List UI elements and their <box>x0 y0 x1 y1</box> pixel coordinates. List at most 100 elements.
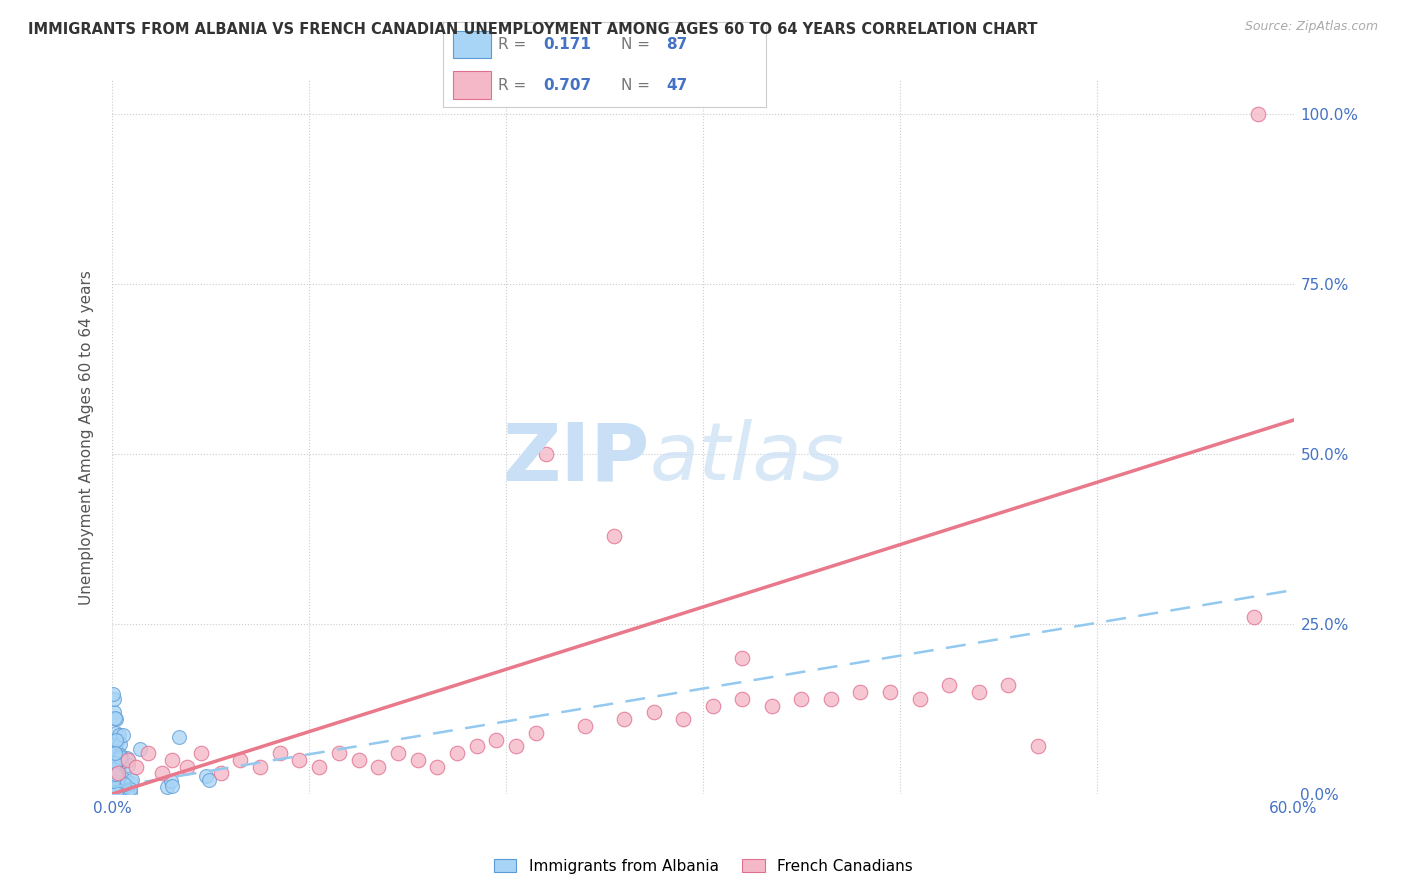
Point <box>702 698 724 713</box>
Point <box>103 778 125 792</box>
Point <box>328 746 350 760</box>
Point <box>108 760 131 774</box>
Point <box>197 772 219 787</box>
Point <box>105 770 128 784</box>
Text: atlas: atlas <box>650 419 845 498</box>
Point <box>104 769 127 783</box>
Point <box>446 746 468 760</box>
Point <box>103 687 125 701</box>
Point <box>104 747 127 761</box>
Point <box>103 775 125 789</box>
Point <box>115 751 138 765</box>
Point <box>105 785 128 799</box>
Point <box>101 780 124 794</box>
Point <box>105 773 128 788</box>
Point <box>505 739 527 754</box>
Point <box>129 741 152 756</box>
Point <box>111 782 134 797</box>
Point <box>105 733 128 747</box>
Point <box>110 747 132 762</box>
Point <box>105 768 128 782</box>
Point <box>107 780 129 794</box>
Point <box>103 763 125 777</box>
Point <box>105 725 128 739</box>
Point <box>103 691 125 706</box>
Point <box>104 711 127 725</box>
Point <box>103 706 125 720</box>
Point <box>176 760 198 774</box>
Point <box>115 784 138 798</box>
Point <box>209 766 232 780</box>
Point <box>104 782 127 797</box>
Point <box>731 691 754 706</box>
Point <box>104 782 127 797</box>
Point <box>101 780 124 795</box>
Text: ZIP: ZIP <box>502 419 650 498</box>
Point <box>107 757 129 772</box>
Point <box>120 775 142 789</box>
Point <box>105 783 128 797</box>
Point <box>160 773 183 788</box>
Point <box>849 685 872 699</box>
Point <box>107 786 129 800</box>
Point <box>308 760 330 774</box>
Point <box>105 764 128 779</box>
Point <box>406 753 429 767</box>
Point <box>104 783 127 797</box>
Point <box>156 780 179 794</box>
Point <box>101 786 124 800</box>
Point <box>103 775 125 789</box>
Point <box>115 773 138 788</box>
Point <box>997 678 1019 692</box>
Point <box>485 732 508 747</box>
Point <box>367 760 389 774</box>
Point <box>101 785 124 799</box>
Point <box>150 766 173 780</box>
Point <box>938 678 960 692</box>
Point <box>603 528 626 542</box>
Point <box>105 768 128 782</box>
Point <box>879 685 901 699</box>
Point <box>967 685 990 699</box>
Point <box>524 725 547 739</box>
Point <box>104 782 127 797</box>
Y-axis label: Unemployment Among Ages 60 to 64 years: Unemployment Among Ages 60 to 64 years <box>79 269 94 605</box>
Point <box>761 698 783 713</box>
Point <box>160 779 183 793</box>
Point <box>347 753 370 767</box>
Point <box>107 732 129 747</box>
Point <box>103 781 125 796</box>
Point <box>108 728 131 742</box>
Text: 0.171: 0.171 <box>543 37 591 52</box>
Point <box>160 753 183 767</box>
Point <box>105 744 128 758</box>
Point <box>108 785 131 799</box>
Point <box>288 753 311 767</box>
Point <box>229 753 252 767</box>
Point <box>104 780 127 795</box>
Point <box>110 750 132 764</box>
Point <box>121 773 143 788</box>
Point <box>731 651 754 665</box>
Point <box>105 754 128 768</box>
Text: N =: N = <box>621 78 655 93</box>
Point <box>249 760 271 774</box>
Point <box>195 769 218 783</box>
Point <box>104 767 127 781</box>
Point <box>112 777 135 791</box>
Text: N =: N = <box>621 37 655 52</box>
Text: Source: ZipAtlas.com: Source: ZipAtlas.com <box>1244 20 1378 33</box>
Point <box>105 754 128 768</box>
Point <box>105 744 128 758</box>
Point <box>104 764 127 779</box>
Point <box>103 761 125 775</box>
Point <box>269 746 291 760</box>
FancyBboxPatch shape <box>453 71 492 99</box>
Point <box>110 755 132 769</box>
Point <box>426 760 449 774</box>
Point <box>613 712 636 726</box>
Point <box>103 771 125 785</box>
Point <box>672 712 695 726</box>
Point <box>136 746 159 760</box>
Point <box>107 753 129 767</box>
